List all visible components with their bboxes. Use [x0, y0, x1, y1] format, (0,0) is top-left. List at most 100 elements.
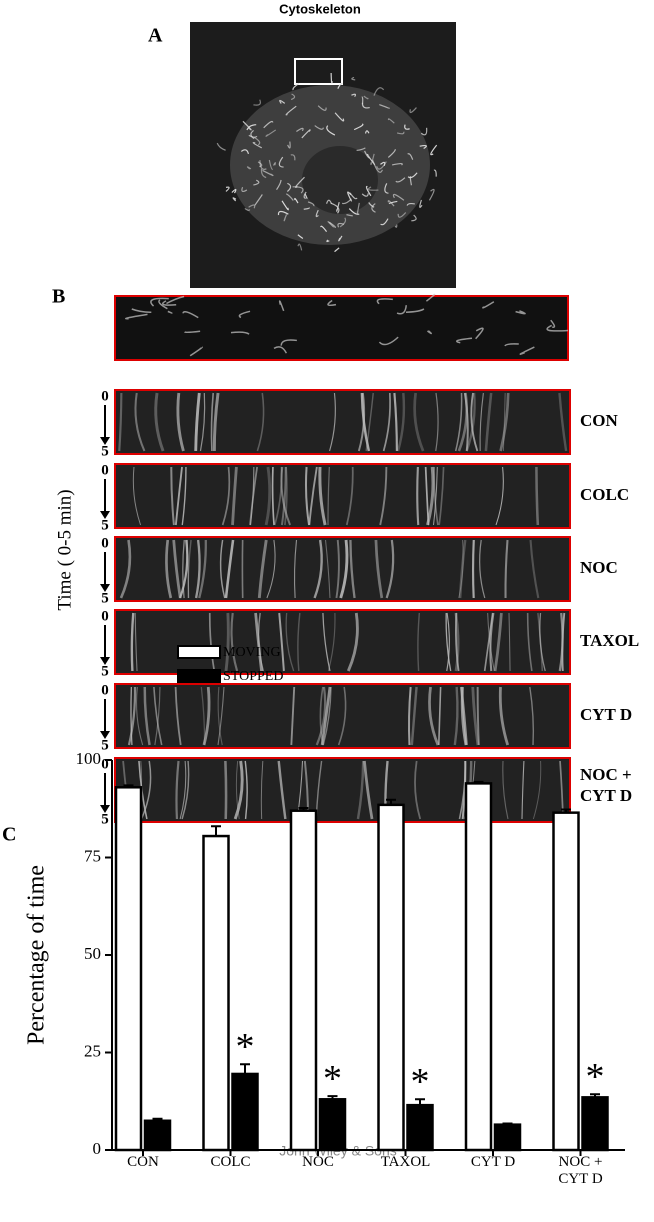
filament: [339, 217, 347, 228]
filament: [304, 193, 308, 199]
kymo-streak: [521, 760, 525, 820]
significance-marker: *: [323, 1058, 342, 1100]
kymo-streak: [219, 539, 226, 599]
filament: [327, 299, 337, 307]
x-tick-label: COLC: [210, 1154, 251, 1170]
filament: [326, 239, 330, 243]
filament: [420, 127, 428, 136]
kymo-streak: [170, 466, 175, 526]
filament: [254, 194, 263, 206]
y-tick-label: 50: [84, 944, 101, 963]
kymo-streak: [471, 686, 480, 746]
kymograph-label: TAXOL: [580, 631, 640, 650]
kymo-streak: [165, 539, 173, 599]
time-arrowhead: [100, 511, 110, 519]
roi-image: [114, 295, 569, 361]
filament: [303, 207, 311, 210]
filament: [250, 129, 255, 140]
error-bar: [502, 1122, 513, 1125]
bar: [114, 786, 143, 1152]
filament: [240, 149, 250, 155]
kymo-streak: [407, 686, 412, 746]
kymo-streak: [465, 392, 476, 452]
filament: [546, 324, 569, 332]
bar: [143, 1119, 172, 1152]
kymo-streak: [257, 539, 268, 599]
filament: [253, 136, 261, 146]
filament: [277, 210, 289, 216]
filament: [330, 72, 333, 84]
x-tick-label: TAXOL: [380, 1154, 431, 1170]
bar: [493, 1123, 522, 1152]
kymo-streak: [433, 466, 439, 526]
kymo-streak: [224, 760, 228, 820]
filament: [166, 295, 185, 305]
kymo-streak: [499, 392, 510, 452]
kymo-streak: [413, 392, 425, 452]
bar: [406, 1103, 434, 1152]
filament: [246, 166, 252, 170]
bar: [318, 1098, 347, 1152]
kymo-streak: [319, 686, 324, 746]
kymo-streak: [221, 466, 231, 526]
kymo-streak: [410, 686, 418, 746]
error-bar: [561, 808, 571, 813]
filament: [320, 225, 328, 232]
kymo-streak: [212, 392, 220, 452]
significance-marker: *: [586, 1056, 605, 1098]
filament: [346, 214, 353, 217]
time-start: 0: [101, 535, 109, 551]
kymo-streak: [284, 466, 288, 526]
kymo-streak: [458, 539, 467, 599]
filament: [278, 156, 284, 168]
kymo-streak: [217, 686, 223, 746]
kymograph-label: COLC: [580, 485, 630, 504]
x-tick-label: CON: [127, 1154, 159, 1170]
kymo-streak: [446, 612, 450, 672]
kymo-streak: [154, 392, 165, 452]
error-bar: [211, 825, 221, 837]
x-tick-label: CYT D: [470, 1154, 516, 1170]
kymo-streak: [495, 466, 504, 526]
filament: [349, 192, 358, 200]
kymo-streak: [199, 392, 206, 452]
kymo-streak: [322, 612, 331, 672]
bar: [231, 1072, 259, 1152]
filament: [482, 301, 495, 309]
filament: [278, 300, 285, 312]
kymograph: [114, 757, 571, 823]
filament: [388, 200, 398, 205]
time-arrowhead: [100, 805, 110, 813]
filament: [283, 214, 288, 222]
filament: [131, 308, 152, 313]
error-bar: [298, 806, 309, 811]
filament: [407, 153, 414, 160]
kymo-streak: [119, 539, 132, 599]
figure-title: Cytoskeleton: [279, 1, 361, 16]
filament: [396, 131, 405, 135]
kymo-streak: [526, 612, 533, 672]
kymo-streak: [256, 392, 265, 452]
kymo-streak: [174, 686, 182, 746]
y-tick-label: 25: [84, 1041, 101, 1060]
significance-marker: *: [411, 1061, 430, 1103]
filament: [387, 200, 395, 207]
filament: [380, 218, 389, 226]
filament: [273, 346, 288, 354]
kymo-streak: [460, 686, 468, 746]
filament: [351, 76, 356, 81]
kymo-streak: [471, 539, 475, 599]
filament: [260, 168, 267, 179]
kymo-streak: [297, 612, 301, 672]
filament: [257, 161, 263, 168]
filament: [406, 202, 415, 206]
filament: [430, 144, 438, 156]
filament: [341, 198, 352, 205]
bar: [464, 782, 493, 1152]
kymo-streak: [393, 392, 398, 452]
filament: [273, 162, 276, 166]
filament: [363, 95, 369, 100]
filament: [456, 337, 473, 344]
filament: [296, 127, 304, 132]
